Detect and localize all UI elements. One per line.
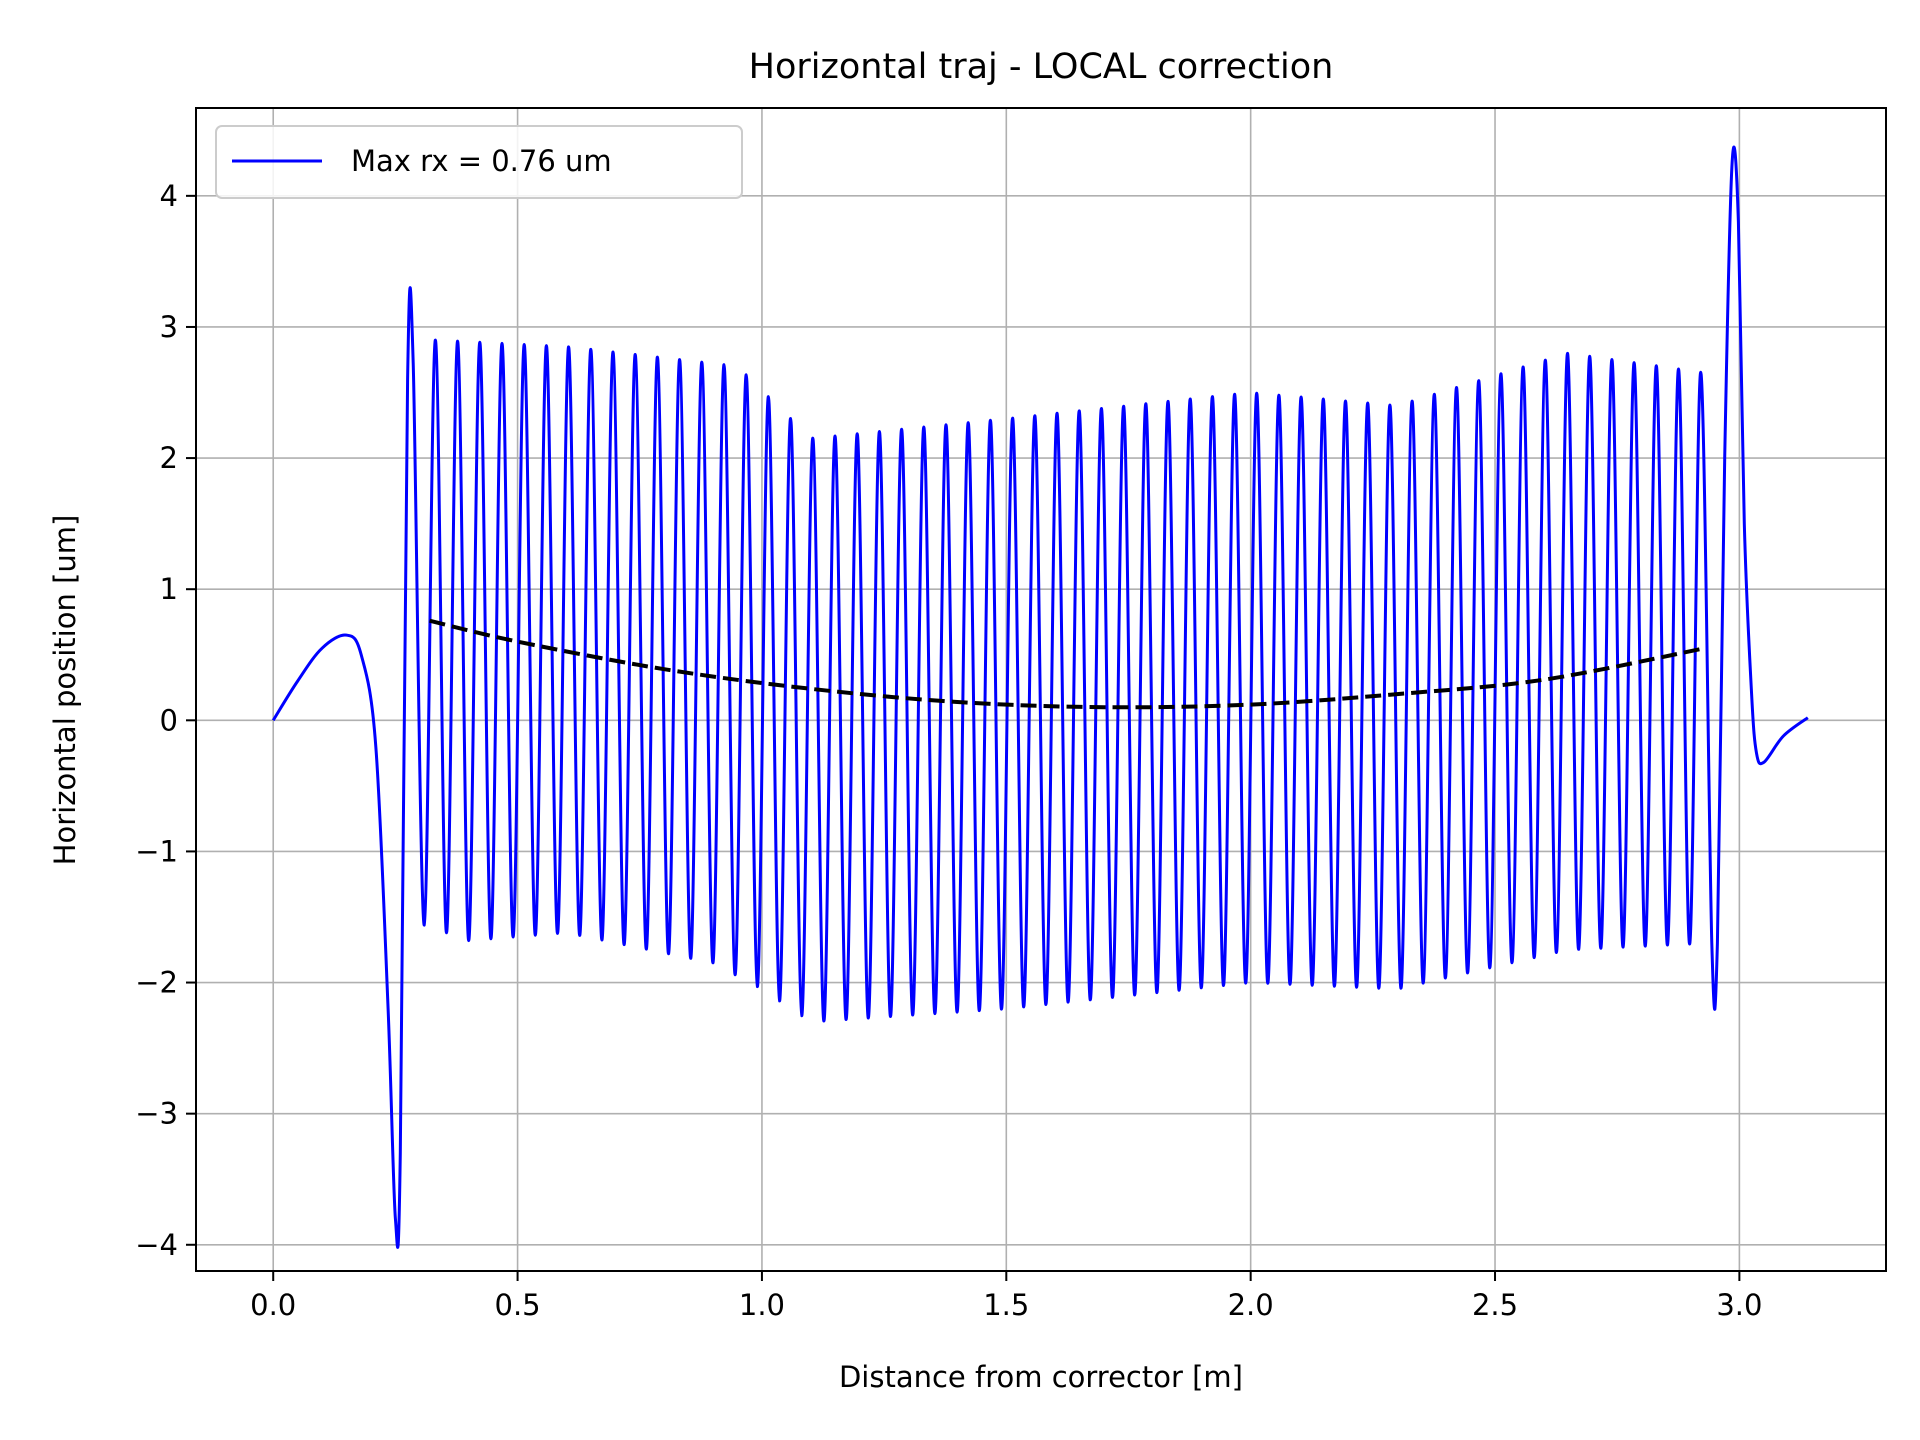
- x-tick-label-4: 2.0: [1228, 1288, 1274, 1322]
- y-tick-label-1: 3: [160, 310, 178, 344]
- series-layer: [271, 145, 1809, 1249]
- y-tick-label-4: 0: [160, 703, 178, 737]
- x-tick-label-0: 0.0: [250, 1288, 296, 1322]
- y-tick-label-5: −1: [135, 834, 178, 868]
- legend-box: [215, 125, 743, 199]
- series-dashed-line: [429, 618, 1706, 710]
- y-tick-label-3: 1: [160, 572, 178, 606]
- y-tick-label-0: 4: [160, 179, 178, 213]
- x-tick-label-1: 0.5: [495, 1288, 541, 1322]
- y-tick-label-7: −3: [135, 1097, 178, 1131]
- x-tick-label-3: 1.5: [983, 1288, 1029, 1322]
- x-ticks: 0.0 0.5 1.0 1.5 2.0 2.5 3.0: [250, 1271, 1762, 1322]
- y-tick-label-2: 2: [160, 441, 178, 475]
- y-tick-label-8: −4: [135, 1228, 178, 1262]
- x-tick-label-2: 1.0: [739, 1288, 785, 1322]
- x-tick-label-5: 2.5: [1472, 1288, 1518, 1322]
- y-axis-label: Horizontal position [um]: [48, 515, 82, 866]
- plot-frame: [195, 107, 1887, 1272]
- x-axis-label: Distance from corrector [m]: [839, 1360, 1243, 1394]
- legend-label: Max rx = 0.76 um: [351, 144, 612, 178]
- legend: Max rx = 0.76 um: [215, 125, 743, 199]
- y-tick-label-6: −2: [135, 966, 178, 1000]
- y-ticks: 4 3 2 1 0 −1 −2 −3 −4: [135, 179, 196, 1262]
- chart-title: Horizontal traj - LOCAL correction: [749, 47, 1334, 87]
- series-blue-line: [271, 145, 1809, 1249]
- x-tick-label-6: 3.0: [1716, 1288, 1762, 1322]
